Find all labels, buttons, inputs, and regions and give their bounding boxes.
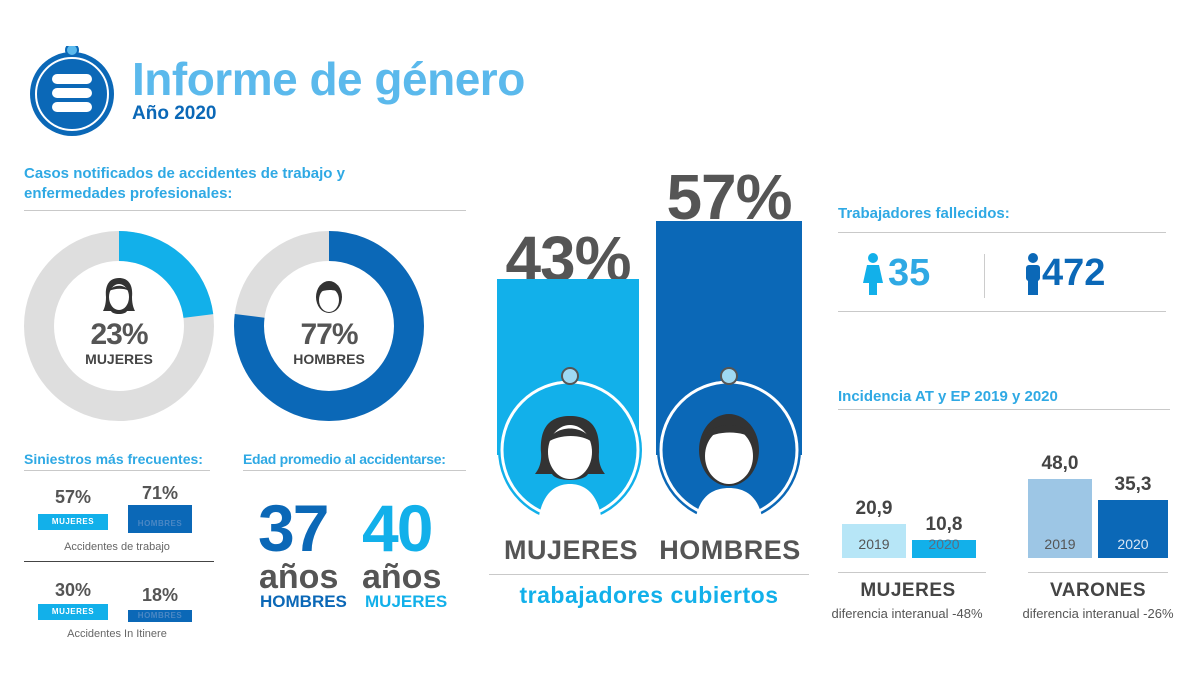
incidencia-varones-2020-value: 35,3: [1114, 473, 1152, 495]
donut-mujeres-arc: [24, 231, 214, 421]
man-icon: [657, 367, 801, 522]
fallecidos-title: Trabajadores fallecidos:: [838, 205, 1010, 222]
itinere-hombres-bar: HOMBRES: [128, 610, 192, 622]
cubiertos-mujeres-label: MUJERES: [503, 535, 639, 565]
divider: [838, 311, 1166, 312]
man-icon: [316, 281, 342, 313]
edad-hombres-value: 37: [258, 491, 329, 565]
donut-hombres-label: HOMBRES: [293, 351, 365, 367]
fallecidos-mujeres-count: 35: [888, 252, 931, 294]
divider: [1028, 572, 1168, 573]
woman-icon: [498, 367, 642, 522]
divider: [984, 254, 985, 298]
woman-icon: [103, 278, 135, 314]
incidencia-mujeres-2020-year: 2020: [928, 535, 960, 552]
trabajo-mujeres-percent: 57%: [54, 487, 92, 507]
edad-mujeres-unit: años: [362, 558, 442, 596]
divider: [243, 470, 466, 471]
incidencia-title: Incidencia AT y EP 2019 y 2020: [838, 388, 1058, 405]
divider: [838, 232, 1166, 233]
incidencia-varones-diff: diferencia interanual -26%: [1022, 606, 1174, 621]
donut-hombres: [234, 231, 424, 421]
divider: [24, 561, 214, 562]
incidencia-mujeres-2019-bar: 2019: [842, 523, 906, 558]
trabajo-caption: Accidentes de trabajo: [64, 541, 170, 553]
incidencia-varones-2019-bar: 2019: [1028, 478, 1092, 558]
cubiertos-hombres-label: HOMBRES: [659, 535, 801, 565]
cubiertos-caption: trabajadores cubiertos: [519, 582, 779, 608]
donut-mujeres-percent: 23%: [90, 318, 148, 351]
edad-title: Edad promedio al accidentarse:: [243, 451, 446, 467]
database-icon: [30, 46, 114, 136]
edad-hombres-unit: años: [259, 558, 339, 596]
page-subtitle: Año 2020: [132, 103, 217, 124]
incidencia-varones-label: VARONES: [1049, 580, 1147, 601]
incidencia-varones-2019-value: 48,0: [1041, 452, 1079, 474]
incidencia-mujeres-2019-year: 2019: [858, 535, 890, 552]
page-title: Informe de género: [132, 53, 525, 105]
woman-icon: [863, 253, 883, 295]
incidencia-varones-2020-bar: 2020: [1098, 499, 1168, 558]
divider: [489, 574, 809, 575]
casos-title: Casos notificados de accidentes de traba…: [24, 164, 464, 204]
incidencia-mujeres-2020-bar: 2020: [912, 536, 976, 558]
casos-title-line2: enfermedades profesionales:: [24, 185, 233, 202]
itinere-caption: Accidentes In Itinere: [67, 628, 167, 640]
itinere-mujeres-percent: 30%: [54, 580, 92, 600]
cubiertos-hombres-percent: 57%: [666, 161, 792, 233]
incidencia-varones-2020-year: 2020: [1117, 535, 1149, 552]
donut-mujeres: [24, 231, 214, 421]
divider: [24, 210, 466, 211]
edad-hombres-label: HOMBRES: [260, 592, 347, 611]
itinere-hombres-percent: 18%: [141, 585, 179, 605]
fallecidos-hombres-count: 472: [1042, 252, 1106, 294]
incidencia-mujeres-diff: diferencia interanual -48%: [831, 606, 983, 621]
casos-title-line1: Casos notificados de accidentes de traba…: [24, 165, 345, 182]
edad-mujeres-value: 40: [362, 491, 433, 565]
donut-mujeres-label: MUJERES: [85, 351, 153, 367]
trabajo-mujeres-bar: MUJERES: [38, 514, 108, 530]
divider: [838, 572, 986, 573]
divider: [838, 409, 1170, 410]
donut-hombres-percent: 77%: [300, 318, 358, 351]
siniestros-title: Siniestros más frecuentes:: [24, 451, 203, 467]
edad-mujeres-label: MUJERES: [365, 592, 448, 611]
trabajo-hombres-percent: 71%: [141, 483, 179, 503]
incidencia-mujeres-2019-value: 20,9: [855, 497, 893, 519]
trabajo-hombres-bar: HOMBRES: [128, 505, 192, 533]
incidencia-mujeres-label: MUJERES: [860, 580, 956, 601]
itinere-mujeres-bar: MUJERES: [38, 604, 108, 620]
incidencia-varones-2019-year: 2019: [1044, 535, 1076, 552]
donut-hombres-arc: [234, 231, 424, 421]
man-icon: [1026, 253, 1040, 295]
incidencia-mujeres-2020-value: 10,8: [925, 514, 963, 536]
divider: [24, 470, 210, 471]
